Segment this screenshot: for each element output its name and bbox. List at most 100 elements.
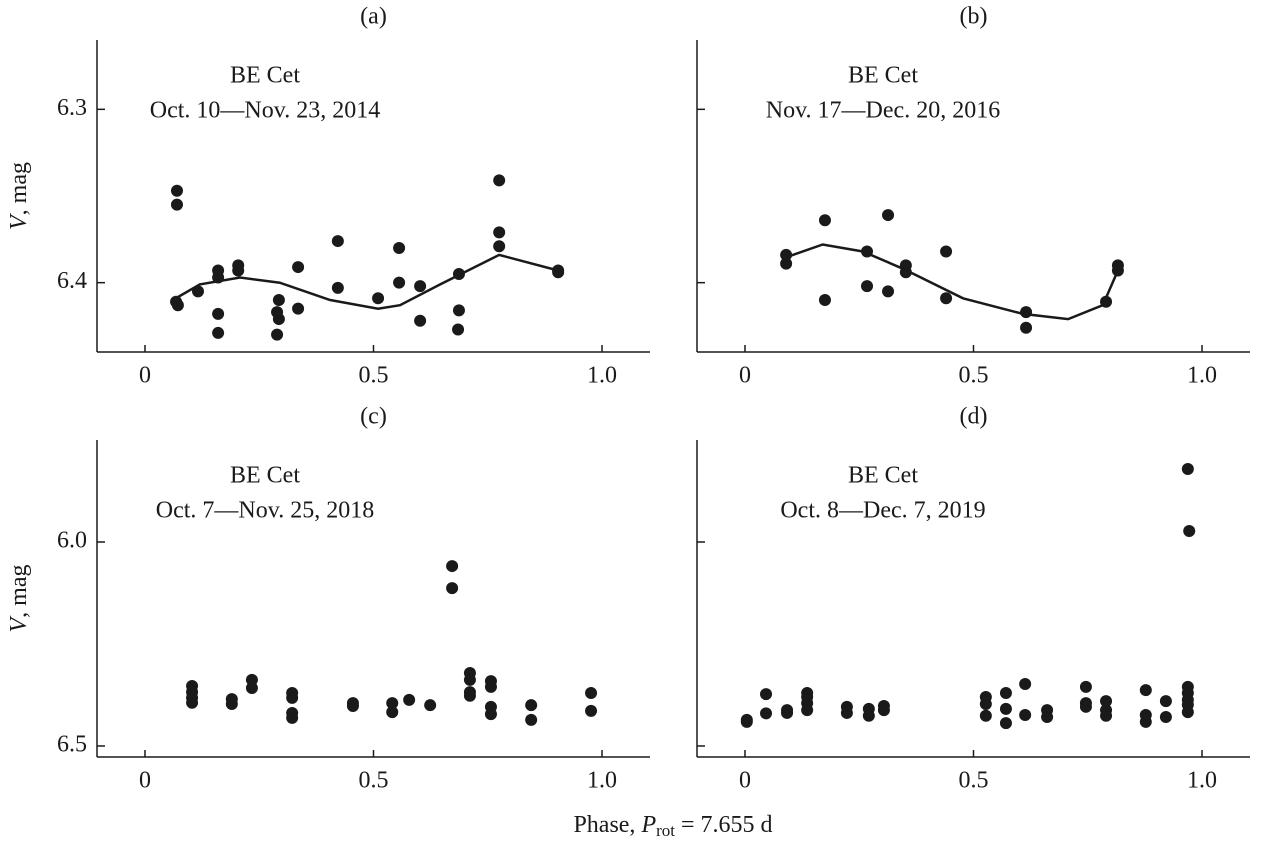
data-point	[1139, 684, 1152, 697]
data-point	[780, 257, 793, 270]
data-point	[424, 699, 437, 712]
x-tick-label: 0.5	[959, 768, 989, 794]
y-label-rest: , mag	[6, 162, 32, 215]
data-point	[1041, 711, 1054, 724]
x-axis-label: Phase, Prot = 7.655 d	[573, 812, 772, 840]
data-point	[1019, 708, 1032, 721]
data-point	[1181, 462, 1194, 475]
data-point	[452, 304, 465, 317]
data-point	[245, 682, 258, 695]
data-point	[192, 285, 205, 298]
data-point	[999, 717, 1012, 730]
data-point	[899, 266, 912, 279]
data-point	[940, 245, 953, 258]
x-tick-label: 0	[139, 768, 151, 794]
x-tick-label: 0	[739, 768, 751, 794]
x-tick-label: 1.0	[1187, 768, 1217, 794]
data-point	[372, 292, 385, 305]
data-point	[232, 264, 245, 277]
panel-title: (c)	[360, 404, 387, 430]
data-point	[861, 280, 874, 293]
data-point	[882, 209, 895, 222]
data-point	[781, 706, 794, 719]
data-point	[225, 697, 238, 710]
data-point	[493, 174, 506, 187]
annotation: BE Cet	[230, 63, 300, 89]
data-point	[186, 696, 199, 709]
data-point	[882, 285, 895, 298]
data-point	[1159, 711, 1172, 724]
data-point	[452, 323, 465, 336]
data-point	[877, 704, 890, 717]
data-point	[393, 276, 406, 289]
data-point	[271, 328, 284, 341]
panel-title: (d)	[960, 404, 988, 430]
data-point	[780, 248, 793, 261]
data-point	[760, 707, 773, 720]
data-point	[801, 704, 814, 717]
data-point	[1020, 306, 1033, 319]
data-point	[1139, 715, 1152, 728]
x-tick-label: 1.0	[1187, 363, 1217, 389]
data-point	[493, 226, 506, 239]
y-axis-label: V, mag	[6, 162, 32, 230]
data-point	[979, 697, 992, 710]
data-point	[585, 686, 598, 699]
y-tick-label: 6.5	[57, 731, 87, 757]
data-point	[272, 313, 285, 326]
data-point	[1111, 264, 1124, 277]
x-tick-label: 0	[739, 363, 751, 389]
data-point	[1100, 709, 1113, 722]
data-point	[484, 680, 497, 693]
annotation: Oct. 8—Dec. 7, 2019	[780, 498, 985, 524]
data-point	[170, 184, 183, 197]
data-point	[1183, 524, 1196, 537]
data-point	[1159, 695, 1172, 708]
data-point	[1100, 695, 1113, 708]
data-point	[493, 240, 506, 253]
data-point	[414, 280, 427, 293]
data-point	[940, 292, 953, 305]
data-point	[1100, 295, 1113, 308]
data-point	[1019, 677, 1032, 690]
data-point	[212, 307, 225, 320]
data-point	[1181, 706, 1194, 719]
data-point	[552, 266, 565, 279]
data-point	[525, 713, 538, 726]
data-point	[463, 673, 476, 686]
data-point	[170, 198, 183, 211]
data-point	[386, 697, 399, 710]
y-tick-label: 6.0	[57, 527, 87, 553]
y-axis-label: V, mag	[6, 565, 32, 633]
y-tick-label: 6.4	[57, 268, 87, 294]
data-point	[999, 702, 1012, 715]
data-point	[331, 281, 344, 294]
data-point	[585, 704, 598, 717]
data-point	[286, 711, 299, 724]
data-point	[740, 715, 753, 728]
data-point	[1079, 680, 1092, 693]
data-point	[212, 326, 225, 339]
y-label-var: V	[6, 213, 32, 230]
data-point	[272, 294, 285, 306]
data-point	[862, 709, 875, 722]
data-point	[414, 314, 427, 327]
data-point	[525, 699, 538, 712]
annotation: BE Cet	[848, 463, 918, 489]
fit-curve	[172, 253, 559, 310]
x-tick-label: 0.5	[359, 768, 389, 794]
data-point	[979, 709, 992, 722]
data-point	[446, 560, 459, 573]
data-point	[484, 708, 497, 721]
x-tick-label: 0.5	[359, 363, 389, 389]
y-label-var: V	[6, 616, 32, 633]
data-point	[999, 686, 1012, 699]
data-point	[840, 706, 853, 719]
data-point	[346, 700, 359, 713]
x-tick-label: 1.0	[587, 363, 617, 389]
data-point	[818, 214, 831, 227]
data-point	[760, 688, 773, 701]
annotation: Oct. 7—Nov. 25, 2018	[156, 498, 374, 524]
annotation: Nov. 17—Dec. 20, 2016	[766, 98, 1000, 124]
